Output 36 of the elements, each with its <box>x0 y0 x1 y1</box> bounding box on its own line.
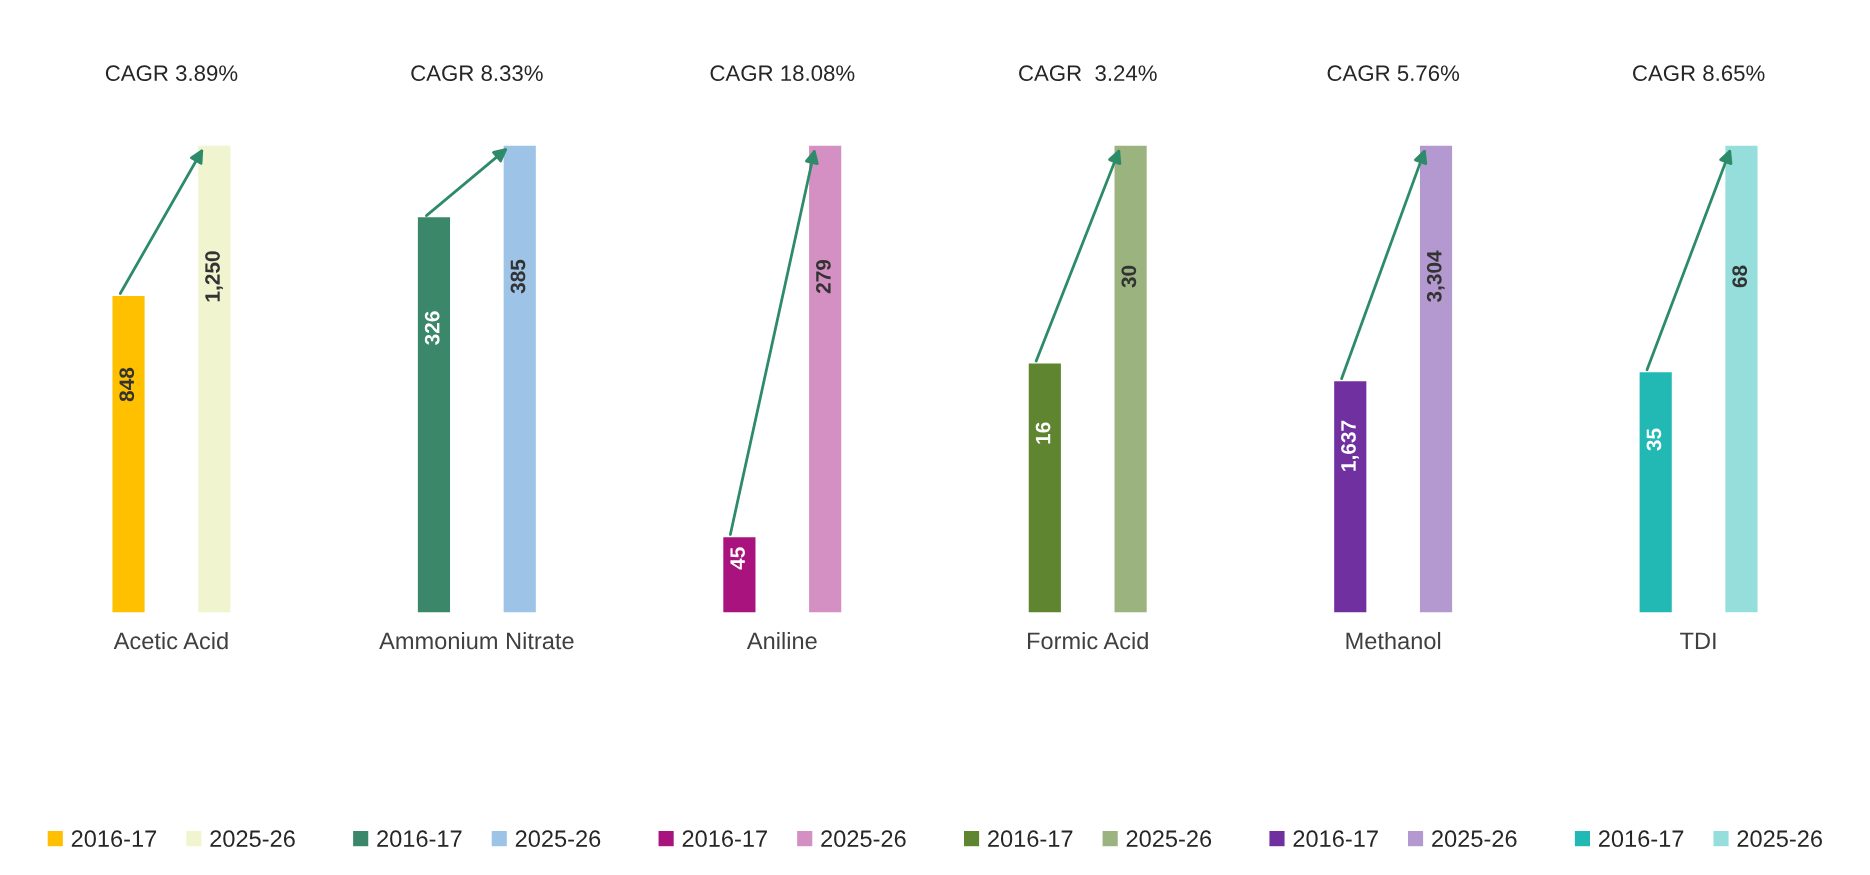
x-tick-label: Aniline <box>746 631 817 650</box>
legend-label: 2025-26 <box>1432 830 1517 848</box>
data-label: 45 <box>730 547 745 570</box>
legend-label: 2025-26 <box>210 830 295 848</box>
x-tick-label: Formic Acid <box>1027 631 1148 650</box>
x-tick-label: TDI <box>1680 632 1716 650</box>
data-label: 1,637 <box>1341 420 1359 471</box>
legend-label: 2016-17 <box>71 830 157 848</box>
legend-label: 2025-26 <box>821 830 906 848</box>
legend-label: 2016-17 <box>1598 830 1684 848</box>
legend-label: 2025-26 <box>1737 830 1822 848</box>
x-tick-label: Acetic Acid <box>113 631 228 650</box>
data-label: 35 <box>1646 428 1662 451</box>
x-tick-label: Ammonium Nitrate <box>379 631 574 650</box>
legend-label: 2025-26 <box>515 830 601 848</box>
data-label: 68 <box>1732 265 1748 288</box>
data-label: 279 <box>816 259 831 294</box>
data-label: 3,304 <box>1426 250 1445 303</box>
data-label: 30 <box>1121 265 1137 288</box>
data-label: 326 <box>424 311 440 345</box>
data-label: 848 <box>119 367 135 402</box>
data-label: 385 <box>510 259 526 294</box>
data-label: 1,250 <box>205 251 223 302</box>
legend-label: 2016-17 <box>1293 830 1378 848</box>
legend-label: 2016-17 <box>682 830 767 848</box>
legend-label: 2016-17 <box>988 830 1073 848</box>
chart-title: CAGR 8.65% <box>1633 65 1765 82</box>
chart-title: CAGR 8.33% <box>411 65 543 82</box>
data-label: 16 <box>1035 422 1051 444</box>
legend-label: 2016-17 <box>377 830 462 848</box>
legend-label: 2025-26 <box>1126 830 1212 848</box>
chart-title: CAGR 18.08% <box>710 65 855 82</box>
chart-title: CAGR 5.76% <box>1327 65 1460 82</box>
chart-title: CAGR 3.89% <box>105 65 238 82</box>
chart-title: CAGR 3.24% <box>1019 65 1157 82</box>
x-tick-label: Methanol <box>1346 631 1441 650</box>
